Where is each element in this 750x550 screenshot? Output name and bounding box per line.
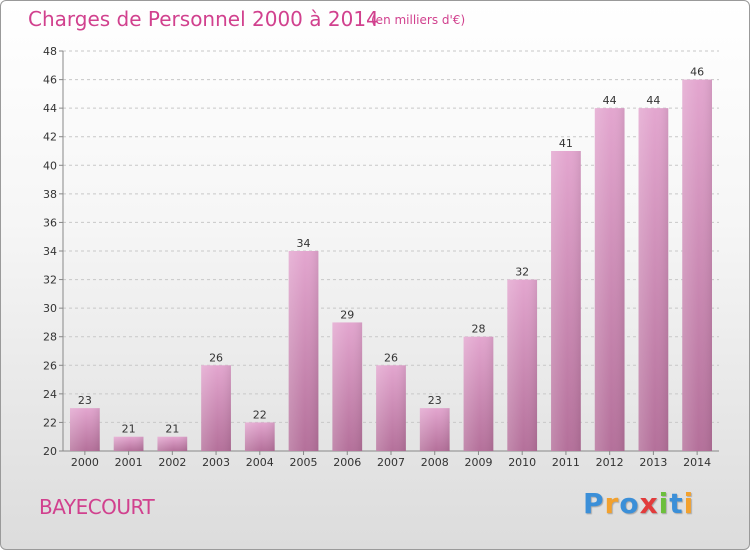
y-tick-label: 32 (43, 274, 57, 287)
proxiti-logo: Proxiti (583, 487, 694, 520)
bar-shade-2013 (638, 108, 669, 452)
y-tick-label: 46 (43, 74, 57, 87)
logo-letter: i (683, 487, 695, 520)
bar-shade-2004 (244, 422, 275, 451)
bar-shade-2002 (157, 436, 188, 451)
y-tick-label: 30 (43, 302, 57, 315)
value-label-2002: 21 (165, 423, 179, 436)
value-label-2003: 26 (209, 351, 223, 364)
bar-shade-2011 (551, 151, 581, 451)
y-tick-label: 44 (43, 102, 57, 115)
x-tick-label-2005: 2005 (290, 456, 318, 469)
bar-shade-2001 (113, 436, 144, 451)
x-tick-label-2009: 2009 (464, 456, 492, 469)
x-tick-label-2004: 2004 (246, 456, 274, 469)
chart-title: Charges de Personnel 2000 à 2014 (28, 7, 379, 31)
bar-shade-2012 (594, 108, 625, 452)
commune-name: BAYECOURT (39, 495, 155, 519)
bar-shade-2010 (507, 279, 538, 451)
x-tick-label-2000: 2000 (71, 456, 99, 469)
bar-shade-2014 (682, 79, 713, 452)
y-tick-label: 36 (43, 216, 57, 229)
y-tick-label: 42 (43, 131, 57, 144)
value-label-2007: 26 (384, 351, 398, 364)
value-label-2004: 22 (253, 408, 267, 421)
value-label-2009: 28 (471, 323, 485, 336)
x-tick-label-2010: 2010 (508, 456, 536, 469)
bar-shade-2000 (69, 408, 100, 451)
logo-letter: i (658, 487, 670, 520)
value-label-2006: 29 (340, 308, 354, 321)
logo-letter: x (639, 487, 659, 520)
value-label-2013: 44 (646, 94, 660, 107)
logo-letter: P (583, 487, 605, 520)
y-tick-label: 40 (43, 159, 57, 172)
logo-letter: t (669, 487, 684, 520)
value-label-2005: 34 (297, 237, 311, 250)
y-tick-label: 22 (43, 416, 57, 429)
x-tick-label-2003: 2003 (202, 456, 230, 469)
x-tick-label-2008: 2008 (421, 456, 449, 469)
bar-layer (69, 79, 713, 452)
y-tick-label: 24 (43, 388, 57, 401)
bar-shade-2006 (332, 322, 363, 451)
value-label-2014: 46 (690, 66, 704, 79)
x-tick-label-2001: 2001 (115, 456, 143, 469)
y-tick-label: 28 (43, 331, 57, 344)
bar-shade-2009 (463, 336, 494, 451)
y-tick-label: 26 (43, 359, 57, 372)
x-tick-label-2011: 2011 (552, 456, 580, 469)
x-tick-label-2014: 2014 (683, 456, 711, 469)
bar-shade-2008 (419, 408, 450, 451)
value-label-2010: 32 (515, 266, 529, 279)
label-layer: 23 21 21 26 22 34 29 26 23 28 32 41 44 44 46 (78, 66, 704, 436)
x-tick-label-2006: 2006 (333, 456, 361, 469)
y-tick-label: 38 (43, 188, 57, 201)
y-tick-label: 20 (43, 445, 57, 458)
value-label-2011: 41 (559, 137, 573, 150)
logo-letter: o (619, 487, 640, 520)
bar-shade-2003 (201, 365, 231, 451)
x-tick-label-2007: 2007 (377, 456, 405, 469)
x-tick-label-2002: 2002 (158, 456, 186, 469)
value-label-2000: 23 (78, 394, 92, 407)
logo-letter: r (604, 487, 620, 520)
bar-shade-2007 (376, 365, 406, 451)
x-tick-label-2012: 2012 (596, 456, 624, 469)
value-label-2012: 44 (603, 94, 617, 107)
chart-subtitle: (en milliers d'€) (371, 13, 466, 27)
bar-shade-2005 (288, 251, 319, 451)
y-tick-label: 34 (43, 245, 57, 258)
value-label-2008: 23 (428, 394, 442, 407)
y-tick-label: 48 (43, 45, 57, 58)
value-label-2001: 21 (122, 423, 136, 436)
x-tick-label-2013: 2013 (639, 456, 667, 469)
